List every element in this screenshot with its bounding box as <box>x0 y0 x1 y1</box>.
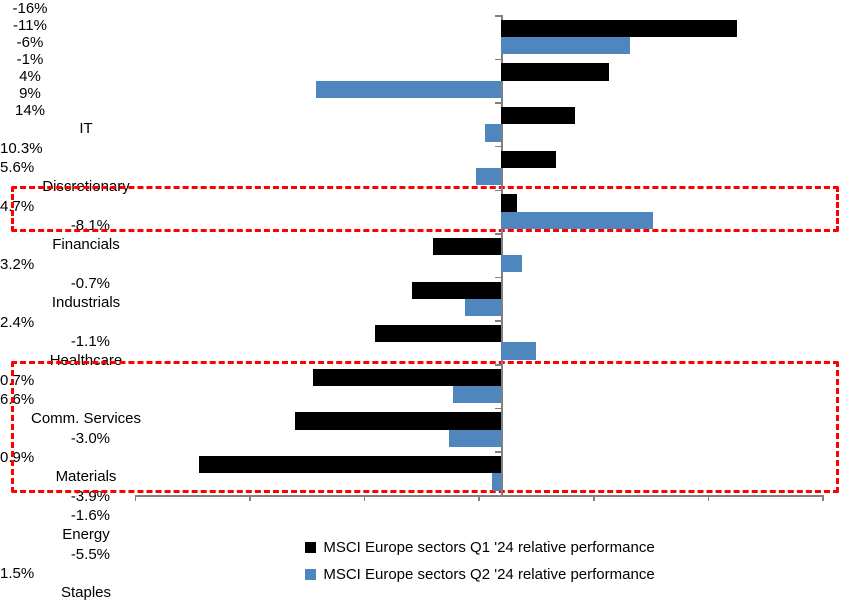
x-tick-mark <box>363 495 366 501</box>
bar-q1-energy <box>375 325 502 343</box>
category-label-staples: Staples <box>60 584 112 601</box>
bar-q1-industrials <box>501 150 557 168</box>
x-tick-mark <box>478 495 480 501</box>
data-label-q2-healthcare: 6.6% <box>0 391 35 408</box>
data-label-q2-energy: 1.5% <box>0 565 35 582</box>
highlight-box-healthcare <box>11 186 839 232</box>
bar-q1-utilities <box>198 456 502 474</box>
x-tick-mark <box>249 495 251 501</box>
bar-q2-energy <box>501 342 536 360</box>
x-tick-label: 4% <box>19 68 41 85</box>
category-tick-mark <box>495 58 503 61</box>
bar-q1-discretionary <box>501 63 610 81</box>
bar-q2-it <box>501 37 630 55</box>
x-tick-mark <box>707 495 710 501</box>
bar-q2-industrials <box>476 167 502 186</box>
legend-swatch-q1-icon <box>305 541 317 553</box>
x-tick-label: -16% <box>12 0 48 17</box>
x-tick-label: -11% <box>13 17 47 34</box>
legend-item-q2: MSCI Europe sectors Q2 '24 relative perf… <box>305 563 655 585</box>
data-label-q1-it: 10.3% <box>0 140 43 157</box>
bar-q2-staples <box>453 386 502 404</box>
highlight-box-staples-real-estate-utilities <box>11 360 839 494</box>
bar-q2-financials <box>485 124 502 142</box>
data-label-q1-healthcare: 0.7% <box>0 372 35 389</box>
category-label-financials: Financials <box>52 236 120 253</box>
category-label-materials: Materials <box>55 468 117 485</box>
data-label-q1-energy: -5.5% <box>70 546 110 563</box>
bar-q2-utilities <box>492 473 502 491</box>
category-tick-mark <box>495 320 503 322</box>
x-tick-label: -1% <box>16 51 44 68</box>
x-tick-label: -6% <box>16 34 44 51</box>
category-label-healthcare: Healthcare <box>49 352 123 369</box>
category-tick-mark <box>495 451 503 453</box>
legend-item-q1: MSCI Europe sectors Q1 '24 relative perf… <box>305 536 655 558</box>
legend: MSCI Europe sectors Q1 '24 relative perf… <box>0 536 852 590</box>
data-label-q2-it: 5.6% <box>0 159 35 176</box>
data-label-q1-comm-services: -3.0% <box>70 430 110 447</box>
legend-label-q1: MSCI Europe sectors Q1 '24 relative perf… <box>323 538 655 556</box>
x-tick-mark <box>822 495 824 501</box>
bar-q2-discretionary <box>315 80 502 98</box>
legend-label-q2: MSCI Europe sectors Q2 '24 relative perf… <box>323 565 655 583</box>
bar-q1-comm-services <box>432 237 502 256</box>
legend-items: MSCI Europe sectors Q1 '24 relative perf… <box>305 536 655 585</box>
category-tick-mark <box>495 276 503 279</box>
category-tick-mark <box>495 102 503 104</box>
category-label-energy: Energy <box>62 526 110 543</box>
data-label-q1-financials: 3.2% <box>0 256 35 273</box>
bar-q2-comm-services <box>501 255 523 273</box>
category-tick-mark <box>495 15 503 17</box>
bar-q2-real-estate <box>448 429 502 448</box>
category-tick-mark <box>495 407 503 410</box>
data-label-q2-materials: -1.6% <box>70 507 110 524</box>
x-tick-label: 14% <box>14 102 46 119</box>
bar-q1-materials <box>412 281 502 299</box>
bar-q1-it <box>501 19 738 37</box>
x-tick-mark <box>134 495 137 501</box>
category-label-industrials: Industrials <box>51 294 121 311</box>
category-tick-mark <box>495 495 503 497</box>
x-tick-mark <box>593 495 595 501</box>
bar-q1-healthcare <box>501 194 518 212</box>
data-label-q2-comm-services: 0.9% <box>0 449 35 466</box>
category-tick-mark <box>495 145 503 148</box>
bar-q1-financials <box>501 106 575 125</box>
category-tick-mark <box>495 233 503 235</box>
data-label-q1-discretionary: 4.7% <box>0 198 35 215</box>
bar-q1-real-estate <box>295 412 502 430</box>
data-label-q2-financials: -0.7% <box>70 275 110 292</box>
data-label-q2-industrials: -1.1% <box>70 333 110 350</box>
bar-q2-materials <box>464 298 502 317</box>
bar-q1-staples <box>313 368 502 387</box>
x-tick-label: 9% <box>19 85 41 102</box>
y-axis-line <box>501 15 503 495</box>
data-label-q1-industrials: 2.4% <box>0 314 35 331</box>
category-tick-mark <box>495 364 503 366</box>
legend-swatch-q2-icon <box>305 568 317 580</box>
category-label-comm-services: Comm. Services <box>30 410 142 427</box>
bar-q2-healthcare <box>501 211 653 229</box>
category-label-it: IT <box>79 120 93 137</box>
category-tick-mark <box>495 189 503 192</box>
